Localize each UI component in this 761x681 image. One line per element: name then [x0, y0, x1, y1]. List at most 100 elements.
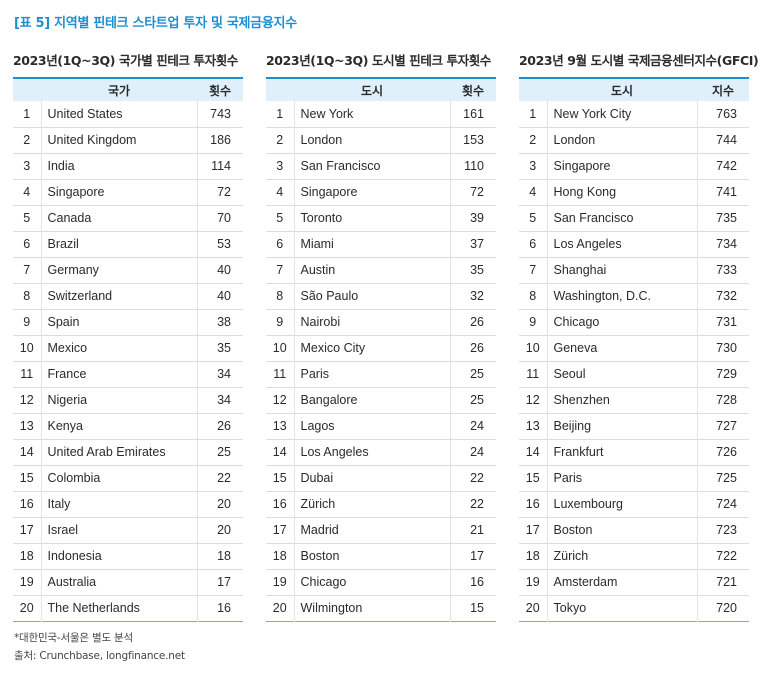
name-cell: Bangalore [293, 387, 450, 413]
value-cell: 26 [449, 309, 496, 335]
value-cell: 186 [196, 127, 243, 153]
name-cell: São Paulo [293, 283, 450, 309]
table-row: 12 Nigeria 34 [13, 387, 243, 413]
table-row: 15 Colombia 22 [13, 465, 243, 491]
value-cell: 24 [449, 439, 496, 465]
rank-cell: 13 [272, 419, 287, 433]
value-cell: 728 [696, 387, 749, 413]
value-header: 횟수 [208, 83, 232, 98]
value-header: 지수 [711, 83, 735, 98]
name-cell: Mexico City [293, 335, 450, 361]
rank-cell: 10 [272, 341, 287, 355]
table-row: 18 Boston 17 [266, 543, 496, 569]
table-row: 14 Los Angeles 24 [266, 439, 496, 465]
value-cell: 25 [449, 361, 496, 387]
source-note: 출처: Crunchbase, longfinance.net [14, 650, 185, 662]
value-cell: 53 [196, 231, 243, 257]
table-row: 10 Geneva 730 [519, 335, 749, 361]
table-row: 3 Singapore 742 [519, 153, 749, 179]
rank-cell: 5 [276, 211, 284, 225]
table-row: 10 Mexico City 26 [266, 335, 496, 361]
name-cell: Mexico [40, 335, 197, 361]
name-cell: Chicago [293, 569, 450, 595]
table-row: 9 Nairobi 26 [266, 309, 496, 335]
rank-cell: 19 [19, 575, 34, 589]
table-row: 16 Luxembourg 724 [519, 491, 749, 517]
table-row: 4 Hong Kong 741 [519, 179, 749, 205]
table-row: 11 Paris 25 [266, 361, 496, 387]
value-cell: 17 [196, 569, 243, 595]
table-header-row: 국가 횟수 [13, 78, 243, 101]
value-cell: 22 [449, 465, 496, 491]
name-cell: Chicago [546, 309, 697, 335]
rank-cell: 1 [529, 106, 537, 121]
rank-cell: 4 [529, 185, 537, 199]
name-cell: India [40, 153, 197, 179]
rank-cell: 10 [19, 341, 34, 355]
rank-cell: 3 [276, 159, 284, 173]
table-row: 3 San Francisco 110 [266, 153, 496, 179]
name-cell: Hong Kong [546, 179, 697, 205]
rank-cell: 14 [272, 445, 287, 459]
table-row: 6 Los Angeles 734 [519, 231, 749, 257]
rank-cell: 8 [529, 289, 537, 303]
table-body: 1 New York 161 2 London 153 3 San Francisco 110 4… [266, 101, 496, 621]
rank-cell: 9 [529, 315, 537, 329]
value-cell: 16 [449, 569, 496, 595]
table-row: 17 Israel 20 [13, 517, 243, 543]
value-cell: 161 [449, 101, 496, 127]
name-cell: Toronto [293, 205, 450, 231]
rank-cell: 1 [276, 106, 284, 121]
rank-cell: 2 [23, 133, 31, 147]
rank-cell: 5 [23, 211, 31, 225]
name-cell: Shanghai [546, 257, 697, 283]
value-cell: 22 [449, 491, 496, 517]
rank-cell: 3 [23, 159, 31, 173]
value-cell: 20 [196, 517, 243, 543]
table-row: 20 Tokyo 720 [519, 595, 749, 621]
value-cell: 40 [196, 257, 243, 283]
name-cell: Frankfurt [546, 439, 697, 465]
table-row: 1 New York 161 [266, 101, 496, 127]
rank-header [519, 78, 547, 101]
table-row: 3 India 114 [13, 153, 243, 179]
name-header: 도시 [610, 83, 634, 98]
city-investment-table: 도시 횟수 1 New York 161 2 London 153 3 San Francis… [266, 77, 496, 622]
rank-cell: 3 [529, 159, 537, 173]
rank-cell: 6 [276, 237, 284, 251]
rank-cell: 11 [526, 367, 540, 381]
value-cell: 763 [696, 101, 749, 127]
name-cell: New York City [546, 101, 697, 127]
table-row: 10 Mexico 35 [13, 335, 243, 361]
name-cell: Luxembourg [546, 491, 697, 517]
table-row: 2 United Kingdom 186 [13, 127, 243, 153]
table-row: 6 Miami 37 [266, 231, 496, 257]
rank-cell: 9 [23, 315, 31, 329]
name-cell: United Arab Emirates [40, 439, 197, 465]
rank-cell: 1 [23, 106, 31, 121]
value-cell: 720 [696, 595, 749, 621]
table-row: 18 Zürich 722 [519, 543, 749, 569]
table-body: 1 New York City 763 2 London 744 3 Singapore 742… [519, 101, 749, 621]
table-row: 7 Germany 40 [13, 257, 243, 283]
name-cell: Nairobi [293, 309, 450, 335]
value-cell: 729 [696, 361, 749, 387]
value-cell: 37 [449, 231, 496, 257]
name-cell: Canada [40, 205, 197, 231]
value-cell: 735 [696, 205, 749, 231]
name-cell: Switzerland [40, 283, 197, 309]
value-cell: 26 [449, 335, 496, 361]
value-cell: 21 [449, 517, 496, 543]
rank-cell: 19 [272, 575, 287, 589]
name-cell: Nigeria [40, 387, 197, 413]
table-row: 6 Brazil 53 [13, 231, 243, 257]
rank-cell: 10 [525, 341, 540, 355]
name-cell: United States [40, 101, 197, 127]
value-cell: 727 [696, 413, 749, 439]
table-row: 14 Frankfurt 726 [519, 439, 749, 465]
rank-cell: 2 [276, 133, 284, 147]
value-cell: 34 [196, 387, 243, 413]
name-cell: Shenzhen [546, 387, 697, 413]
name-cell: Singapore [293, 179, 450, 205]
rank-cell: 20 [19, 601, 34, 615]
